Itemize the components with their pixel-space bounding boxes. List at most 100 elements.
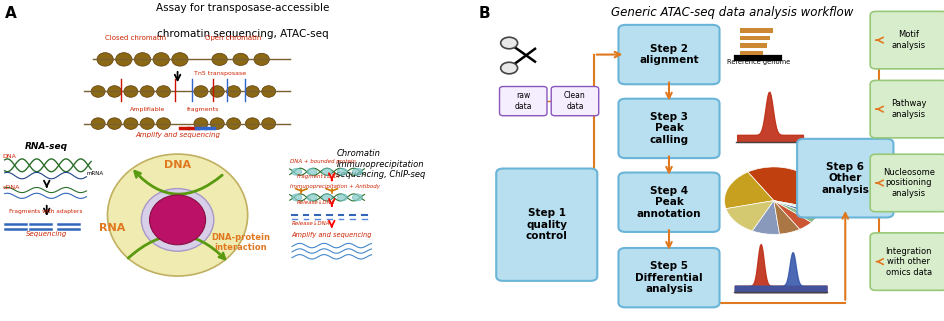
FancyBboxPatch shape — [497, 169, 598, 281]
Text: Fragments with adapters: Fragments with adapters — [9, 210, 83, 214]
FancyBboxPatch shape — [870, 154, 944, 212]
Text: fragments: fragments — [187, 107, 219, 112]
Ellipse shape — [108, 86, 122, 97]
Text: RNA-seq: RNA-seq — [25, 142, 68, 151]
Text: Sequencing: Sequencing — [26, 231, 67, 237]
Ellipse shape — [140, 118, 154, 129]
FancyBboxPatch shape — [618, 99, 719, 158]
Ellipse shape — [352, 168, 362, 175]
Wedge shape — [774, 201, 820, 213]
Text: Release↓DNA: Release↓DNA — [292, 221, 330, 226]
Ellipse shape — [261, 86, 276, 97]
FancyBboxPatch shape — [797, 139, 893, 218]
Text: Tn5 transposase: Tn5 transposase — [194, 72, 246, 76]
Ellipse shape — [352, 194, 362, 201]
Text: Step 4
Peak
annotation: Step 4 Peak annotation — [637, 186, 701, 219]
Bar — [739, 28, 773, 33]
Text: RNA: RNA — [99, 223, 126, 233]
Wedge shape — [774, 201, 821, 211]
Text: DNA + bounded protein: DNA + bounded protein — [290, 159, 356, 164]
Text: Closed chromatin: Closed chromatin — [105, 35, 166, 41]
Text: Nucleosome
positioning
analysis: Nucleosome positioning analysis — [883, 168, 935, 198]
Bar — [739, 43, 767, 48]
Ellipse shape — [292, 194, 302, 201]
Ellipse shape — [124, 86, 138, 97]
Ellipse shape — [92, 86, 105, 97]
Wedge shape — [748, 167, 823, 209]
Ellipse shape — [157, 86, 171, 97]
Text: DNA: DNA — [164, 160, 191, 169]
Ellipse shape — [92, 118, 105, 129]
Ellipse shape — [124, 118, 138, 129]
Circle shape — [500, 62, 517, 74]
Ellipse shape — [116, 53, 132, 66]
Text: Release↓DNA: Release↓DNA — [296, 200, 335, 205]
FancyBboxPatch shape — [618, 25, 719, 84]
Ellipse shape — [307, 168, 317, 175]
Ellipse shape — [211, 53, 228, 65]
Text: Step 5
Differential
analysis: Step 5 Differential analysis — [635, 261, 702, 294]
FancyBboxPatch shape — [618, 173, 719, 232]
Text: Step 1
quality
control: Step 1 quality control — [526, 208, 567, 241]
FancyBboxPatch shape — [870, 80, 944, 138]
Text: Step 6
Other
analysis: Step 6 Other analysis — [821, 161, 869, 195]
Text: Clean
data: Clean data — [565, 91, 586, 111]
Text: B: B — [479, 6, 490, 22]
FancyBboxPatch shape — [870, 12, 944, 69]
Text: Integration
with other
omics data: Integration with other omics data — [885, 247, 932, 276]
Text: Pathway
analysis: Pathway analysis — [891, 100, 926, 119]
Ellipse shape — [149, 195, 206, 245]
Ellipse shape — [172, 53, 188, 66]
Ellipse shape — [322, 168, 332, 175]
Text: mRNA: mRNA — [87, 171, 104, 176]
Wedge shape — [774, 201, 812, 229]
Text: Amplifiable: Amplifiable — [129, 107, 165, 112]
Ellipse shape — [233, 53, 248, 65]
Text: raw
data: raw data — [514, 91, 532, 111]
Ellipse shape — [142, 189, 213, 251]
FancyBboxPatch shape — [499, 86, 547, 116]
Wedge shape — [726, 201, 774, 231]
Ellipse shape — [194, 86, 208, 97]
Ellipse shape — [194, 118, 208, 129]
Bar — [739, 36, 770, 40]
Ellipse shape — [254, 53, 269, 65]
Ellipse shape — [245, 86, 260, 97]
Text: Amplify and sequencing: Amplify and sequencing — [292, 232, 372, 238]
Text: DNA-protein
interaction: DNA-protein interaction — [211, 233, 270, 252]
Text: chromatin sequencing, ATAC-seq: chromatin sequencing, ATAC-seq — [157, 29, 329, 39]
Ellipse shape — [108, 118, 122, 129]
Ellipse shape — [245, 118, 260, 129]
Text: Chromatin
Immunoprecipitation
sequencing, ChIP-seq: Chromatin Immunoprecipitation sequencing… — [336, 149, 426, 179]
FancyBboxPatch shape — [551, 86, 598, 116]
Text: Fragment↓DNA: Fragment↓DNA — [296, 174, 340, 179]
Text: Step 2
alignment: Step 2 alignment — [639, 44, 699, 65]
Text: A: A — [5, 6, 16, 22]
Ellipse shape — [227, 118, 241, 129]
Wedge shape — [774, 201, 817, 222]
Ellipse shape — [153, 53, 169, 66]
Text: cDNA: cDNA — [2, 185, 20, 190]
Ellipse shape — [337, 194, 347, 201]
Ellipse shape — [337, 168, 347, 175]
Ellipse shape — [108, 154, 247, 276]
Text: Assay for transposase-accessible: Assay for transposase-accessible — [157, 3, 329, 13]
Ellipse shape — [211, 118, 225, 129]
Wedge shape — [724, 172, 774, 209]
Wedge shape — [752, 201, 780, 234]
Ellipse shape — [97, 53, 113, 66]
FancyBboxPatch shape — [870, 233, 944, 290]
Text: Generic ATAC-seq data analysis workflow: Generic ATAC-seq data analysis workflow — [612, 6, 853, 19]
Wedge shape — [774, 201, 819, 217]
Text: Step 3
Peak
calling: Step 3 Peak calling — [649, 112, 688, 145]
Ellipse shape — [261, 118, 276, 129]
Circle shape — [500, 37, 517, 49]
Ellipse shape — [227, 86, 241, 97]
Ellipse shape — [211, 86, 225, 97]
Text: Reference genome: Reference genome — [727, 59, 790, 65]
FancyBboxPatch shape — [618, 248, 719, 308]
Wedge shape — [774, 201, 800, 234]
Ellipse shape — [322, 194, 332, 201]
Ellipse shape — [307, 194, 317, 201]
Text: Immunoprecipitation + Antibody: Immunoprecipitation + Antibody — [290, 185, 379, 189]
